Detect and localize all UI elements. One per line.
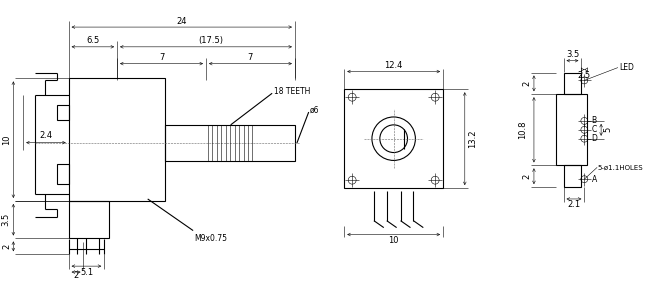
Text: 2.4: 2.4 [40, 131, 52, 140]
Text: 2.5: 2.5 [578, 71, 591, 80]
Text: LED: LED [619, 63, 634, 72]
Text: 2: 2 [73, 270, 79, 279]
Text: 2: 2 [523, 81, 531, 86]
Bar [344, 89, 443, 188]
Bar [564, 165, 582, 187]
Bar [57, 164, 69, 184]
Bar [556, 94, 587, 165]
Text: 10: 10 [389, 236, 399, 245]
Text: 10.8: 10.8 [519, 121, 527, 139]
Text: 13.2: 13.2 [468, 129, 477, 148]
Bar [69, 201, 109, 239]
Text: 5: 5 [603, 127, 613, 133]
Text: B: B [592, 116, 597, 125]
Bar [564, 72, 582, 94]
Text: 24: 24 [176, 17, 187, 26]
Bar [165, 125, 295, 161]
Text: M9x0.75: M9x0.75 [194, 233, 227, 243]
Text: 12.4: 12.4 [385, 61, 403, 70]
Text: (17.5): (17.5) [198, 36, 223, 45]
Text: 3.5: 3.5 [1, 213, 10, 226]
Text: D: D [592, 134, 598, 143]
Text: 5.1: 5.1 [80, 268, 93, 277]
Text: 10: 10 [2, 135, 11, 145]
Bar [57, 105, 69, 120]
Text: 2.1: 2.1 [567, 201, 580, 209]
Text: C: C [592, 125, 597, 134]
Bar [69, 78, 165, 201]
Text: 2: 2 [523, 174, 531, 179]
Text: 7: 7 [159, 53, 164, 62]
Text: 3.5: 3.5 [566, 50, 579, 59]
Text: ø6: ø6 [310, 105, 319, 114]
Text: A: A [592, 175, 597, 184]
Text: 6.5: 6.5 [86, 36, 100, 45]
Text: 2: 2 [2, 244, 11, 249]
Text: 18 TEETH: 18 TEETH [274, 87, 311, 96]
Text: 7: 7 [248, 53, 253, 62]
Text: 5-ø1.1HOLES: 5-ø1.1HOLES [597, 164, 642, 170]
